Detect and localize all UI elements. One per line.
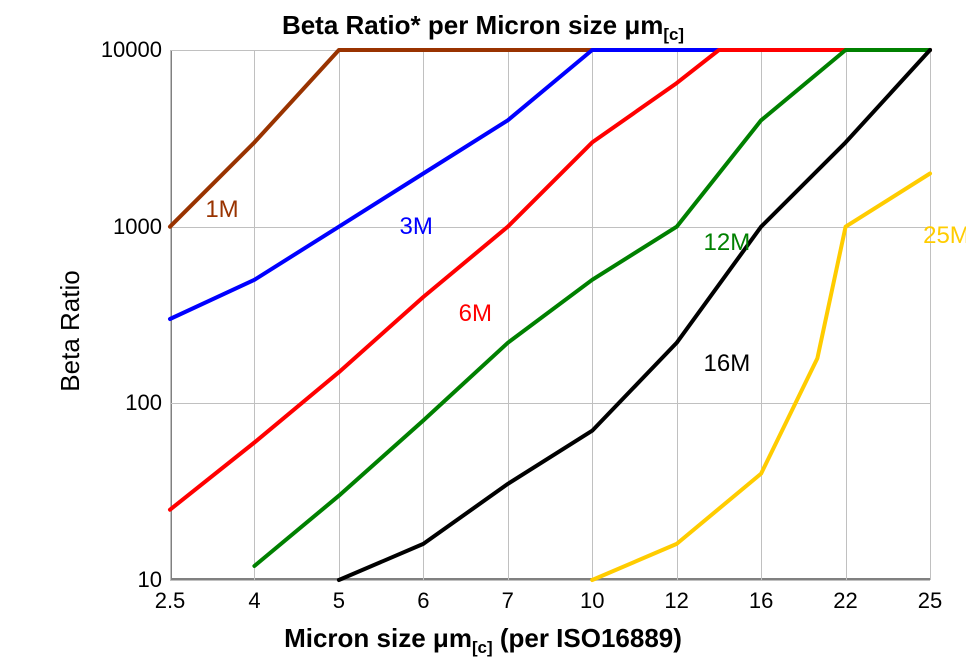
lines-svg: [170, 50, 930, 580]
grid-line-v: [930, 50, 931, 580]
x-tick-label: 10: [580, 580, 604, 614]
y-tick-label: 1000: [113, 214, 170, 240]
x-tick-label: 22: [833, 580, 857, 614]
y-tick-label: 10000: [101, 37, 170, 63]
y-axis-label: Beta Ratio: [55, 270, 86, 391]
grid-line-h: [170, 580, 930, 581]
series-line-16M: [339, 50, 930, 580]
chart-container: Beta Ratio* per Micron size μm[c] Beta R…: [0, 0, 966, 662]
x-tick-label: 7: [502, 580, 514, 614]
y-tick-label: 10: [138, 567, 170, 593]
plot-area: 2.545671012162225101001000100001M3M6M12M…: [170, 50, 930, 580]
x-tick-label: 16: [749, 580, 773, 614]
x-tick-label: 4: [248, 580, 260, 614]
x-tick-label: 12: [664, 580, 688, 614]
x-tick-label: 6: [417, 580, 429, 614]
series-line-6M: [170, 50, 930, 510]
y-tick-label: 100: [125, 390, 170, 416]
x-tick-label: 25: [918, 580, 942, 614]
x-axis-label: Micron size μm[c] (per ISO16889): [0, 623, 966, 658]
x-tick-label: 5: [333, 580, 345, 614]
